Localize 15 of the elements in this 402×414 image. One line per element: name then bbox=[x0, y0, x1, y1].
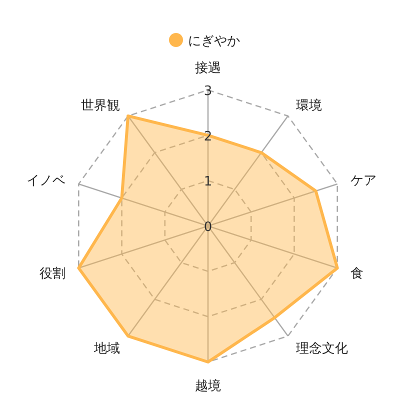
spoke-label: 食 bbox=[350, 266, 364, 282]
y-tick-label: 3 bbox=[204, 84, 212, 99]
spoke-label: 世界観 bbox=[80, 98, 120, 114]
legend-label: にぎやか bbox=[188, 34, 240, 49]
spoke-label: ケア bbox=[350, 174, 377, 189]
spoke-label: 役割 bbox=[39, 266, 66, 282]
spoke-label: 理念文化 bbox=[296, 341, 348, 356]
spoke-label: 越境 bbox=[195, 378, 221, 394]
spoke-label: 環境 bbox=[296, 98, 322, 114]
spoke-label: 接遇 bbox=[195, 61, 221, 76]
y-tick-label: 2 bbox=[204, 129, 212, 144]
spoke-label: イノベ bbox=[26, 174, 66, 189]
y-tick-label: 1 bbox=[204, 174, 212, 190]
y-tick-label: 0 bbox=[204, 220, 212, 235]
spoke-label: 地域 bbox=[92, 341, 120, 356]
